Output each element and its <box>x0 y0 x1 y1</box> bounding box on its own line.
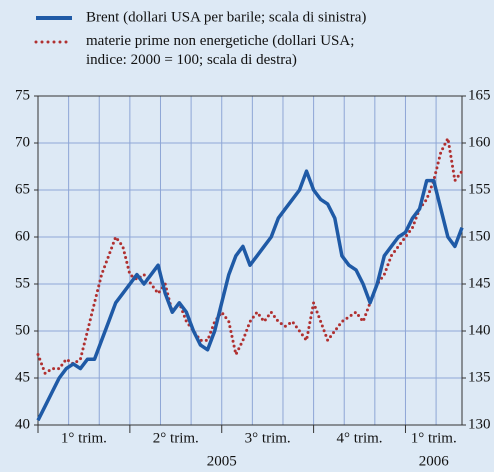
y-tick-label: 60 <box>15 228 30 244</box>
x-tick-label: 1° trim. <box>411 430 457 446</box>
year-label: 2006 <box>419 453 450 469</box>
y2-tick-label: 160 <box>468 134 491 150</box>
y2-tick-label: 165 <box>468 87 491 103</box>
y-tick-label: 55 <box>15 275 30 291</box>
y-tick-label: 50 <box>15 322 30 338</box>
y2-tick-label: 135 <box>468 369 491 385</box>
plot-frame <box>37 95 463 426</box>
y-tick-label: 40 <box>15 416 30 432</box>
y2-tick-label: 155 <box>468 181 491 197</box>
series-line <box>36 169 464 422</box>
y2-tick-label: 145 <box>468 275 491 291</box>
y-tick-label: 45 <box>15 369 30 385</box>
y2-tick-label: 130 <box>468 416 491 432</box>
y-tick-label: 65 <box>15 181 30 197</box>
legend-label: Brent (dollari USA per barile; scala di … <box>86 9 366 25</box>
year-label: 2005 <box>207 453 237 469</box>
y2-tick-label: 140 <box>468 322 491 338</box>
x-tick-label: 2° trim. <box>153 430 199 446</box>
x-tick-label: 3° trim. <box>245 430 291 446</box>
y-tick-label: 70 <box>15 134 30 150</box>
y2-tick-label: 150 <box>468 228 491 244</box>
series-line <box>36 136 464 375</box>
legend-label: materie prime non energetiche (dollari U… <box>86 33 354 68</box>
x-tick-label: 1° trim. <box>61 430 107 446</box>
y-tick-label: 75 <box>15 87 30 103</box>
x-tick-label: 4° trim. <box>337 430 383 446</box>
